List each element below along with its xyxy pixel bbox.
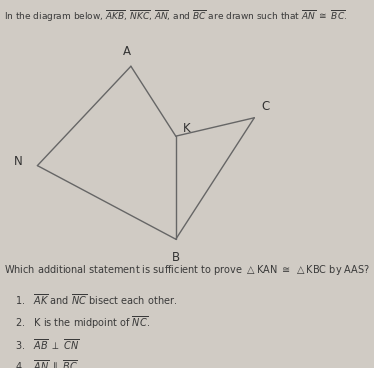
Text: N: N (14, 155, 23, 169)
Text: Which additional statement is sufficient to prove $\triangle$KAN $\cong$ $\trian: Which additional statement is sufficient… (4, 263, 370, 277)
Text: A: A (123, 45, 131, 58)
Text: K: K (183, 122, 191, 135)
Text: B: B (172, 251, 180, 264)
Text: 3.   $\overline{AB}$ $\perp$ $\overline{CN}$: 3. $\overline{AB}$ $\perp$ $\overline{CN… (15, 337, 80, 351)
Text: 2.   K is the midpoint of $\overline{NC}$.: 2. K is the midpoint of $\overline{NC}$. (15, 315, 150, 331)
Text: C: C (261, 100, 270, 113)
Text: 1.   $\overline{AK}$ and $\overline{NC}$ bisect each other.: 1. $\overline{AK}$ and $\overline{NC}$ b… (15, 293, 177, 307)
Text: 4.   $\overline{AN}$ $\parallel$ $\overline{BC}$: 4. $\overline{AN}$ $\parallel$ $\overlin… (15, 359, 78, 368)
Text: In the diagram below, $\overline{AKB}$, $\overline{NKC}$, $\overline{AN}$, and $: In the diagram below, $\overline{AKB}$, … (4, 9, 347, 24)
